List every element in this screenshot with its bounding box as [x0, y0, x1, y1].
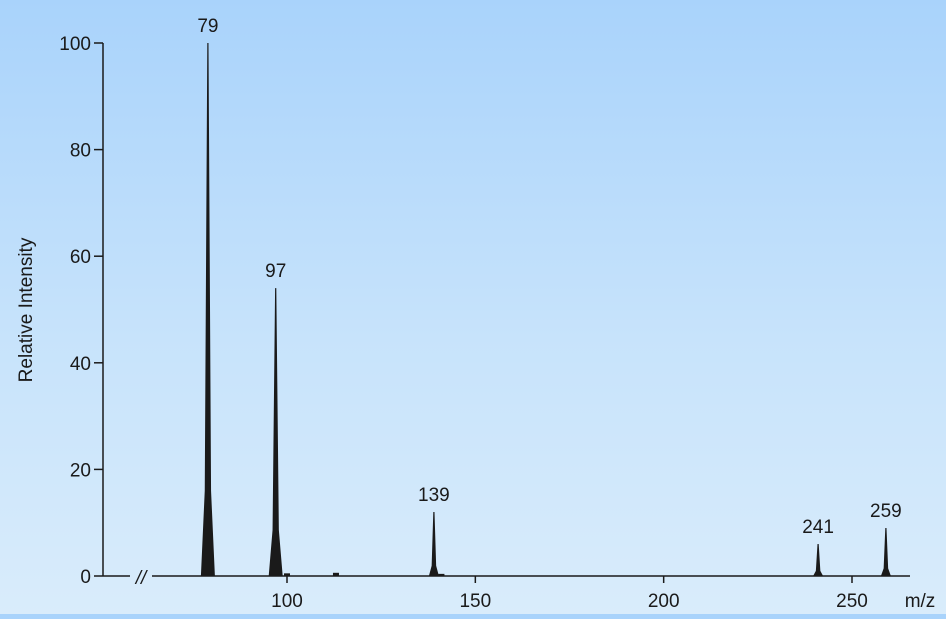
x-tick-label: 250 [836, 591, 868, 612]
axis-break-mark: // [134, 568, 148, 589]
peak-label-241: 241 [802, 517, 834, 538]
peak-label-259: 259 [870, 501, 902, 522]
y-tick-label: 60 [70, 247, 91, 268]
y-tick-label: 100 [59, 34, 91, 55]
axes: // [94, 42, 910, 589]
peak-139 [428, 512, 439, 576]
x-axis-label: m/z [905, 591, 936, 612]
y-axis-label: Relative Intensity [16, 237, 37, 382]
x-tick-label: 200 [648, 591, 680, 612]
minor-peak [438, 573, 445, 576]
minor-peak [284, 573, 290, 576]
peaks [200, 43, 891, 576]
peak-label-79: 79 [197, 16, 218, 37]
y-tick-label: 40 [70, 354, 91, 375]
peak-label-97: 97 [265, 261, 286, 282]
peak-97 [268, 288, 283, 576]
y-tick-label: 80 [70, 141, 91, 162]
peak-79 [200, 43, 215, 576]
x-tick-label: 150 [459, 591, 491, 612]
y-tick-label: 20 [70, 460, 91, 481]
peak-label-139: 139 [418, 485, 450, 506]
labels: 0 20 40 60 80 100 100 150 200 250 79 97 139 241 259 [59, 16, 901, 612]
x-tick-label: 100 [271, 591, 303, 612]
peak-259 [880, 528, 891, 576]
minor-peak [332, 572, 339, 576]
peak-241 [813, 544, 824, 576]
y-tick-label: 0 [80, 567, 91, 588]
